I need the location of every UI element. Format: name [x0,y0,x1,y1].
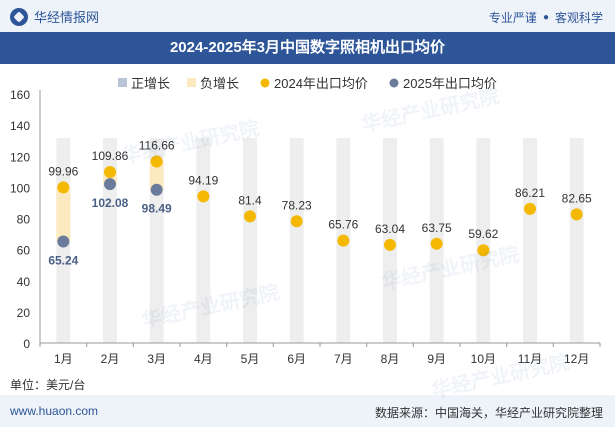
data-label-2024: 116.66 [139,138,175,152]
tag-professional: 专业严谨 [488,11,537,25]
y-tick-label: 20 [17,306,31,320]
data-label-2024: 63.04 [375,222,405,236]
bullet-icon: ● [542,12,549,23]
data-label-2024: 59.62 [468,227,498,241]
data-label-2024: 78.23 [282,198,312,212]
legend-label: 2024年出口均价 [274,76,368,91]
point-2024 [244,210,256,223]
background-bar [289,138,304,343]
y-tick-label: 80 [17,213,31,227]
background-bar [523,138,537,343]
legend-swatch [187,78,196,87]
x-tick-label: 10月 [471,352,496,366]
point-2024 [477,244,490,257]
point-2024 [384,238,396,251]
legend-label: 正增长 [131,76,170,91]
x-tick-label: 6月 [287,352,306,366]
chart-title: 2024-2025年3月中国数字照相机出口均价 [0,32,615,64]
legend-swatch [118,78,127,87]
legend-marker [260,78,270,88]
data-label-2024: 81.4 [238,193,262,207]
header-bar: 华经情报网 专业严谨 ● 客观科学 [0,0,615,32]
point-2024 [57,181,70,194]
y-tick-label: 40 [17,275,31,289]
point-2024 [430,237,443,250]
data-label-2025: 102.08 [92,196,129,210]
unit-label: 单位：美元/台 [10,378,86,392]
point-2024 [290,215,303,228]
brand-name: 华经情报网 [34,10,100,25]
site-link[interactable]: www.huaon.com [10,404,99,418]
data-label-2024: 109.86 [92,149,129,163]
background-bar [103,138,117,343]
x-tick-label: 4月 [194,352,213,366]
x-tick-label: 8月 [381,352,400,366]
tag-objective: 客观科学 [554,11,603,25]
point-2024 [197,190,210,203]
point-2025 [150,183,163,196]
growth-band [149,161,164,190]
legend-label: 2025年出口均价 [403,76,497,91]
point-2024 [570,208,583,221]
point-2025 [57,235,70,248]
data-label-2024: 94.19 [188,173,218,187]
legend-label: 负增长 [200,76,239,91]
background-bar [569,138,584,343]
x-tick-label: 11月 [518,352,542,366]
point-2024 [150,155,163,168]
point-2024 [524,202,536,215]
x-tick-label: 12月 [564,352,589,366]
x-tick-label: 7月 [334,352,353,366]
x-tick-label: 3月 [147,352,166,366]
data-label-2024: 63.75 [422,221,452,235]
source-note: 数据来源：中国海关，华经产业研究院整理 [374,406,603,420]
brand[interactable]: 华经情报网 [10,7,99,26]
x-tick-label: 1月 [54,352,73,366]
y-tick-label: 120 [10,150,30,164]
growth-band [56,187,71,242]
footer-bar: www.huaon.com 数据来源：中国海关，华经产业研究院整理 [0,395,615,427]
chart-area: 正增长 负增长 2024年出口均价 2025年出口均价 0 20 40 60 80 100 120 1… [10,76,601,366]
x-tick-label: 5月 [241,352,260,366]
y-tick-label: 60 [17,244,31,258]
point-2024 [337,234,350,247]
y-tick-label: 100 [10,181,30,195]
data-label-2025: 65.24 [48,253,78,267]
data-label-2024: 86.21 [515,186,545,200]
brand-logo-icon [10,7,28,26]
y-tick-label: 0 [23,337,30,351]
point-2025 [104,178,116,191]
background-bar [476,138,491,343]
data-label-2025: 98.49 [142,202,172,216]
y-tick-label: 160 [10,88,30,102]
data-label-2024: 82.65 [562,191,592,205]
header-tags: 专业严谨 ● 客观科学 [489,9,603,26]
x-tick-label: 9月 [427,352,446,366]
data-label-2024: 65.76 [328,218,358,232]
background-bar [196,138,211,343]
legend-marker [389,78,399,88]
x-tick-label: 2月 [101,352,120,366]
point-2024 [104,166,116,179]
data-label-2024: 99.96 [48,164,78,178]
background-bar [243,138,257,343]
y-tick-label: 140 [10,119,30,133]
